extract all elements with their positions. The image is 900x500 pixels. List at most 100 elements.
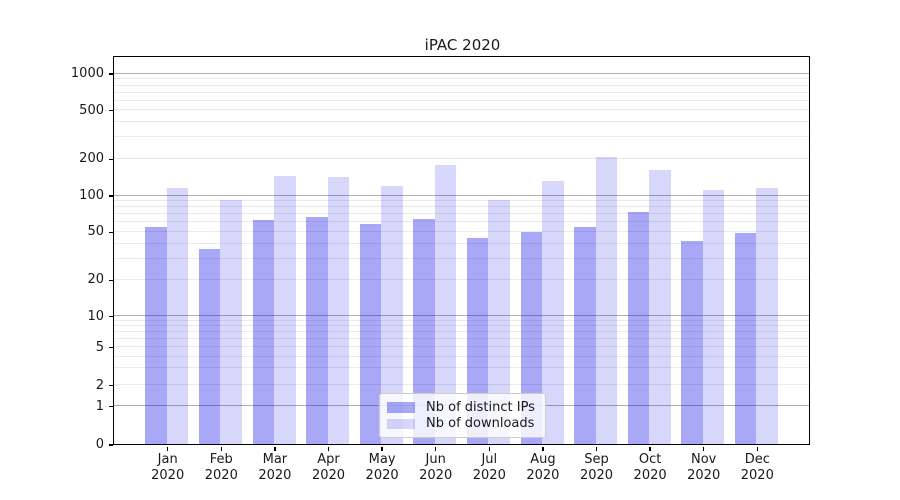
legend-item-nb-of-distinct-ips: Nb of distinct IPs (387, 399, 539, 416)
x-tick-mark-aug (542, 446, 544, 452)
gridline-minor-50 (114, 231, 810, 233)
x-tick-year: 2020 (419, 467, 453, 483)
x-tick-year: 2020 (740, 467, 774, 483)
x-tick-month: Jan (157, 452, 178, 467)
gridline-minor-700 (114, 91, 810, 93)
y-tick-label-20: 20 (87, 272, 104, 288)
x-tick-mark-jun (435, 446, 437, 452)
gridline-minor-300 (114, 136, 810, 138)
bar-nb-of-distinct-ips-jan-2020 (145, 227, 167, 445)
bar-nb-of-downloads-nov-2020 (702, 189, 725, 445)
x-tick-mark-dec (756, 446, 758, 452)
x-tick-mark-oct (649, 446, 651, 452)
gridline-minor-5 (114, 346, 810, 348)
gridline-minor-800 (114, 84, 810, 86)
y-tick-mark-100 (108, 195, 114, 197)
x-tick-label-oct: Oct 2020 (623, 452, 677, 483)
bar-nb-of-distinct-ips-apr-2020 (306, 216, 328, 445)
bar-nb-of-downloads-mar-2020 (274, 175, 296, 445)
bar-nb-of-distinct-ips-dec-2020 (734, 232, 757, 445)
legend-label: Nb of downloads (426, 416, 535, 432)
bar-nb-of-distinct-ips-nov-2020 (681, 240, 703, 445)
gridline-minor-70 (114, 213, 810, 215)
x-tick-month: Jun (425, 452, 446, 467)
x-tick-year: 2020 (311, 467, 346, 483)
gridline-minor-6 (114, 338, 810, 340)
legend-label: Nb of distinct IPs (426, 399, 535, 415)
x-tick-label-may: May 2020 (355, 452, 409, 483)
y-tick-mark-200 (108, 158, 114, 160)
x-tick-month: Feb (209, 452, 233, 467)
bar-nb-of-downloads-may-2020 (381, 186, 403, 445)
gridline-minor-3 (114, 367, 810, 369)
gridline-minor-20 (114, 279, 810, 281)
y-tick-mark-1000 (108, 73, 114, 75)
x-tick-label-mar: Mar 2020 (248, 452, 302, 483)
gridline-minor-9 (114, 320, 810, 322)
gridline-minor-600 (114, 99, 810, 101)
x-tick-mark-may (381, 446, 383, 452)
gridline-major-100 (114, 194, 810, 196)
gridline-minor-30 (114, 257, 810, 259)
x-tick-year: 2020 (258, 467, 292, 483)
x-tick-year: 2020 (151, 467, 185, 483)
y-tick-mark-2 (108, 384, 114, 387)
legend: Nb of distinct IPs Nb of downloads (379, 393, 546, 438)
y-tick-label-500: 500 (79, 102, 104, 118)
x-tick-year: 2020 (633, 467, 667, 483)
x-tick-label-nov: Nov 2020 (677, 452, 731, 483)
x-tick-year: 2020 (365, 467, 399, 483)
x-tick-month: Dec (744, 452, 770, 467)
x-tick-label-feb: Feb 2020 (194, 452, 248, 483)
x-tick-mark-sep (595, 446, 598, 452)
bar-nb-of-distinct-ips-aug-2020 (520, 231, 543, 445)
x-tick-year: 2020 (204, 467, 238, 483)
bar-nb-of-distinct-ips-may-2020 (359, 223, 382, 445)
bar-nb-of-downloads-jan-2020 (166, 187, 189, 445)
legend-swatch-nb-of-distinct-ips (387, 402, 415, 413)
x-tick-label-apr: Apr 2020 (302, 452, 356, 483)
gridline-minor-2 (114, 384, 810, 386)
x-tick-year: 2020 (526, 467, 560, 483)
bar-nb-of-downloads-sep-2020 (595, 157, 618, 445)
y-tick-mark-500 (108, 110, 114, 112)
y-tick-label-200: 200 (79, 151, 104, 167)
y-tick-mark-1 (108, 406, 114, 408)
y-tick-label-1: 1 (95, 398, 104, 414)
bar-nb-of-downloads-oct-2020 (649, 169, 671, 445)
gridline-minor-90 (114, 200, 810, 202)
gridline-minor-40 (114, 242, 810, 244)
x-tick-month: Mar (262, 452, 288, 467)
gridline-minor-7 (114, 331, 810, 333)
x-tick-month: May (368, 452, 396, 467)
x-tick-label-aug: Aug 2020 (516, 452, 570, 483)
y-tick-mark-50 (108, 231, 114, 234)
gridline-major-1000 (114, 72, 810, 74)
gridline-minor-60 (114, 221, 810, 223)
x-tick-year: 2020 (579, 467, 614, 483)
bar-nb-of-downloads-dec-2020 (756, 187, 778, 445)
y-tick-mark-5 (108, 347, 114, 349)
x-tick-year: 2020 (472, 467, 506, 483)
gridline-minor-900 (114, 78, 810, 80)
gridline-minor-80 (114, 206, 810, 208)
y-tick-label-0: 0 (95, 437, 104, 452)
x-tick-mark-mar (274, 446, 276, 452)
y-tick-mark-10 (108, 316, 114, 318)
gridline-minor-400 (114, 121, 810, 123)
bar-nb-of-distinct-ips-jun-2020 (413, 218, 435, 445)
gridline-minor-200 (114, 157, 810, 159)
bar-nb-of-distinct-ips-oct-2020 (627, 211, 650, 445)
y-tick-label-2: 2 (95, 377, 104, 393)
bar-nb-of-downloads-apr-2020 (327, 177, 350, 445)
gridline-minor-8 (114, 325, 810, 327)
x-tick-month: Jul (481, 452, 498, 467)
x-tick-month: Nov (691, 452, 717, 467)
x-tick-month: Sep (584, 452, 609, 467)
y-tick-mark-20 (108, 279, 114, 282)
x-tick-month: Apr (317, 452, 340, 467)
plot-area (113, 56, 811, 446)
bar-nb-of-distinct-ips-feb-2020 (198, 248, 221, 445)
bar-nb-of-downloads-jun-2020 (434, 165, 457, 445)
x-tick-mark-feb (220, 446, 222, 452)
